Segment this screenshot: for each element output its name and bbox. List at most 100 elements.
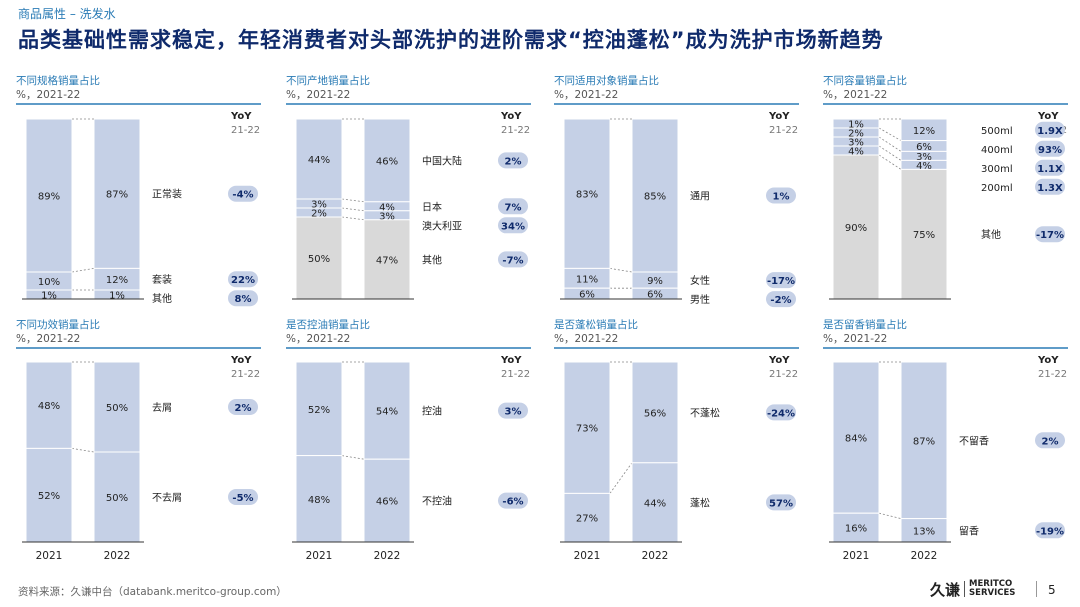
yoy-value: 2% (235, 403, 252, 414)
yoy-value: 57% (769, 498, 793, 509)
bar-value-label: 3% (311, 200, 327, 211)
page-title: 品类基础性需求稳定，年轻消费者对头部洗护的进阶需求“控油蓬松”成为洗护市场新趋势 (18, 28, 884, 52)
legend-label: 澳大利亚 (422, 219, 462, 232)
yoy-value: 22% (231, 275, 255, 286)
x-tick-label: 2021 (574, 550, 601, 562)
connector-line (878, 512, 902, 519)
yoy-badge (1035, 140, 1065, 157)
yoy-value: -19% (1036, 526, 1064, 537)
bar-value-label: 50% (106, 403, 128, 414)
bar-value-label: 2% (311, 209, 327, 220)
bar-value-label: 6% (647, 290, 663, 301)
yoy-header: YoY (500, 111, 522, 122)
bar-segment (363, 219, 411, 300)
yoy-value: 1.3X (1037, 183, 1063, 194)
yoy-header: YoY (500, 355, 522, 366)
connector-line (341, 216, 365, 221)
x-tick-label: 2021 (36, 550, 63, 562)
bar-value-label: 6% (579, 290, 595, 301)
chart-subtitle: %，2021-22 (554, 333, 618, 345)
legend-label: 日本 (422, 200, 442, 213)
bar-value-label: 73% (576, 424, 598, 435)
bar-segment (832, 512, 880, 543)
connector-line (878, 154, 902, 170)
connector-line (341, 455, 365, 460)
logo-divider (964, 581, 966, 597)
connector-line (609, 268, 633, 273)
connector-line (71, 448, 95, 453)
yoy-badge (766, 494, 796, 511)
chart-fluffy: 是否蓬松销量占比 %，2021-22 YoY 21-22 73% 56% 27% 44% 不蓬松… (554, 318, 799, 562)
yoy-badge (228, 185, 258, 202)
bar-value-label: 48% (38, 401, 60, 412)
bar-segment (631, 361, 679, 464)
bar-value-label: 87% (106, 190, 128, 201)
legend-label: 正常装 (152, 188, 182, 201)
yoy-value: 2% (1042, 436, 1059, 447)
bar-segment (363, 458, 411, 543)
x-tick-label: 2021 (843, 550, 870, 562)
yoy-subheader: 21-22 (1038, 369, 1067, 380)
bar-segment (363, 118, 411, 203)
chart-title: 是否蓬松销量占比 (554, 318, 638, 331)
bar-segment (563, 492, 611, 543)
chart-title: 不同产地销量占比 (286, 74, 370, 87)
legend-label: 控油 (422, 405, 442, 418)
yoy-value: 7% (505, 202, 522, 213)
yoy-value: -17% (1036, 230, 1064, 241)
yoy-value: -2% (770, 295, 791, 306)
legend-label: 其他 (981, 228, 1001, 241)
bar-value-label: 2% (848, 129, 864, 140)
yoy-value: 1.9X (1037, 126, 1063, 137)
yoy-badge (1035, 178, 1065, 195)
yoy-header: YoY (230, 355, 252, 366)
chart-title: 是否留香销量占比 (823, 318, 907, 331)
bar-value-label: 89% (38, 192, 60, 203)
yoy-badge (228, 271, 258, 288)
legend-label: 女性 (690, 274, 710, 287)
x-tick-label: 2022 (104, 550, 131, 562)
yoy-value: 2% (505, 156, 522, 167)
legend-label: 其他 (152, 292, 172, 305)
yoy-subheader: 21-22 (501, 369, 530, 380)
bar-value-label: 4% (848, 147, 864, 158)
yoy-subheader: 21-22 (769, 369, 798, 380)
chart-volume: 不同容量销量占比%，2021-22YoY21-221%12%2%6%3%3%4%… (823, 74, 1068, 300)
yoy-header: YoY (1037, 355, 1059, 366)
yoy-badge (498, 402, 528, 419)
bar-value-label: 16% (845, 524, 867, 535)
chart-subtitle: %，2021-22 (554, 89, 618, 101)
logo-en: MERITCO SERVICES (969, 579, 1016, 598)
bar-segment (363, 361, 411, 460)
chart-subtitle: %，2021-22 (823, 333, 887, 345)
bar-value-label: 27% (576, 514, 598, 525)
bar-segment (900, 168, 948, 300)
yoy-value: 34% (501, 221, 525, 232)
bar-value-label: 10% (38, 277, 60, 288)
yoy-value: -17% (767, 276, 795, 287)
yoy-badge (228, 290, 258, 307)
source-footnote: 资料来源：久谦中台（databank.meritco-group.com） (18, 586, 287, 598)
legend-label: 去屑 (152, 402, 172, 414)
bar-value-label: 87% (913, 436, 935, 447)
bar-value-label: 50% (308, 254, 330, 265)
yoy-value: -24% (767, 408, 795, 419)
chart-title: 不同容量销量占比 (823, 74, 907, 87)
bar-value-label: 84% (845, 434, 867, 445)
x-tick-label: 2021 (306, 550, 333, 562)
yoy-subheader: 21-22 (501, 125, 530, 136)
yoy-header: YoY (768, 355, 790, 366)
bar-value-label: 52% (38, 491, 60, 502)
yoy-badge (498, 251, 528, 268)
meritco-logo: 久谦 MERITCO SERVICES (930, 578, 1015, 600)
bar-value-label: 12% (913, 126, 935, 137)
bar-value-label: 6% (916, 142, 932, 153)
bar-segment (563, 361, 611, 494)
bar-value-label: 85% (644, 192, 666, 203)
legend-label: 蓬松 (690, 496, 710, 509)
bar-value-label: 1% (848, 120, 864, 131)
yoy-badge (766, 291, 796, 308)
connector-line (609, 462, 633, 494)
legend-label: 男性 (690, 293, 710, 306)
